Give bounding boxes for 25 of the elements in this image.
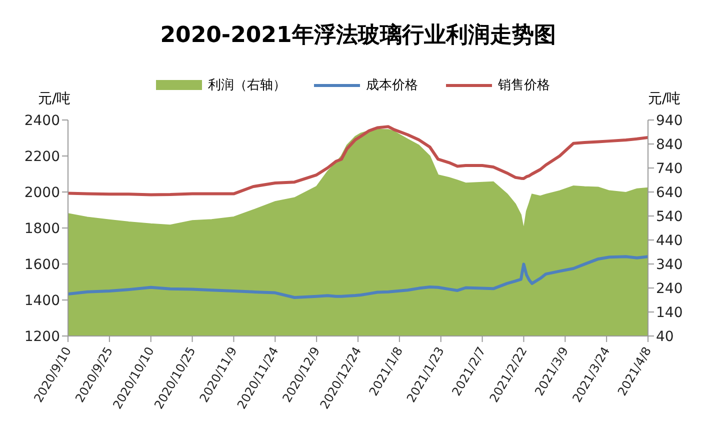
line-series — [68, 255, 648, 299]
y2-axis-title: 元/吨 — [648, 90, 681, 108]
y-tick-label: 2400 — [24, 112, 60, 129]
y-tick-label: 1600 — [24, 256, 60, 273]
y2-tick-label: 740 — [656, 160, 683, 177]
y-tick-label: 1200 — [24, 328, 60, 345]
y-tick-label: 1400 — [24, 292, 60, 309]
y-tick-label: 2000 — [24, 184, 60, 201]
line-series — [68, 125, 648, 196]
legend-label: 销售价格 — [497, 77, 550, 94]
y-axis-title: 元/吨 — [38, 90, 71, 108]
y-tick-label: 1800 — [24, 220, 60, 237]
y2-tick-label: 540 — [656, 208, 683, 225]
legend-label: 成本价格 — [365, 77, 418, 94]
y2-tick-label: 840 — [656, 136, 683, 153]
y2-tick-label: 340 — [656, 256, 683, 273]
y2-tick-label: 440 — [656, 232, 683, 249]
y2-tick-label: 240 — [656, 280, 683, 297]
chart-title: 2020-2021年浮法玻璃行业利润走势图 — [159, 22, 557, 50]
y-tick-label: 2200 — [24, 148, 60, 165]
y2-tick-label: 640 — [656, 184, 683, 201]
y2-tick-label: 940 — [656, 112, 683, 129]
y2-tick-label: 40 — [656, 328, 674, 345]
legend-label: 利润（右轴） — [207, 77, 286, 94]
y2-tick-label: 140 — [656, 304, 683, 321]
